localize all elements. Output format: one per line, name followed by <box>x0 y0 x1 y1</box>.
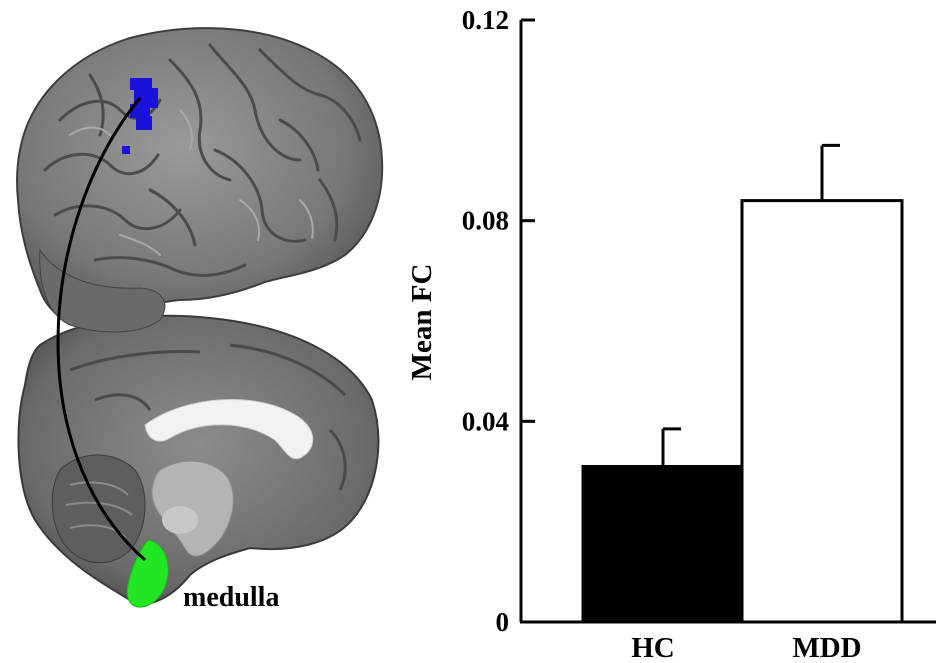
bars <box>581 199 904 624</box>
x-axis-categories: HC MDD <box>631 632 861 663</box>
error-bars <box>661 143 840 467</box>
y-tick-label-3: 0.12 <box>462 5 509 35</box>
y-tick-label-0: 0 <box>496 607 510 637</box>
lateral-cortex <box>15 27 384 333</box>
bar-mdd <box>740 199 904 624</box>
connectivity-arc <box>56 97 146 562</box>
y-axis-label: Mean FC <box>406 264 438 381</box>
bar-chart: Mean FC 0 0.04 0.08 0.12 HC MDD <box>406 5 936 663</box>
medulla-label: medulla <box>183 582 279 613</box>
x-category-label-mdd: MDD <box>792 632 861 663</box>
y-tick-label-1: 0.04 <box>462 406 509 436</box>
bar-hc <box>581 464 745 624</box>
x-category-label-hc: HC <box>631 632 675 663</box>
medulla-roi <box>126 539 169 608</box>
sagittal-brain-slice <box>17 314 380 608</box>
brain-illustration: medulla <box>15 27 384 613</box>
y-axis-ticks: 0 0.04 0.08 0.12 <box>462 5 535 637</box>
cortical-cluster <box>122 78 158 154</box>
y-tick-label-2: 0.08 <box>462 206 509 236</box>
